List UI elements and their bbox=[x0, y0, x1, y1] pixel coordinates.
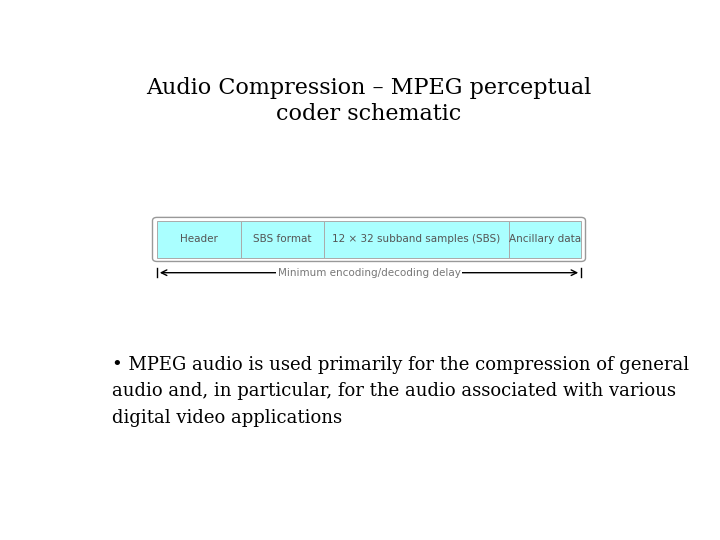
Bar bbox=[508, 221, 581, 258]
Text: Header: Header bbox=[180, 234, 217, 245]
Text: Minimum encoding/decoding delay: Minimum encoding/decoding delay bbox=[278, 268, 460, 278]
Bar bbox=[324, 221, 508, 258]
Bar bbox=[157, 221, 240, 258]
Text: Ancillary data: Ancillary data bbox=[509, 234, 581, 245]
Text: Audio Compression – MPEG perceptual
coder schematic: Audio Compression – MPEG perceptual code… bbox=[146, 77, 592, 125]
Bar bbox=[240, 221, 324, 258]
Text: • MPEG audio is used primarily for the compression of general
audio and, in part: • MPEG audio is used primarily for the c… bbox=[112, 356, 690, 427]
Text: SBS format: SBS format bbox=[253, 234, 312, 245]
Text: 12 × 32 subband samples (SBS): 12 × 32 subband samples (SBS) bbox=[333, 234, 500, 245]
